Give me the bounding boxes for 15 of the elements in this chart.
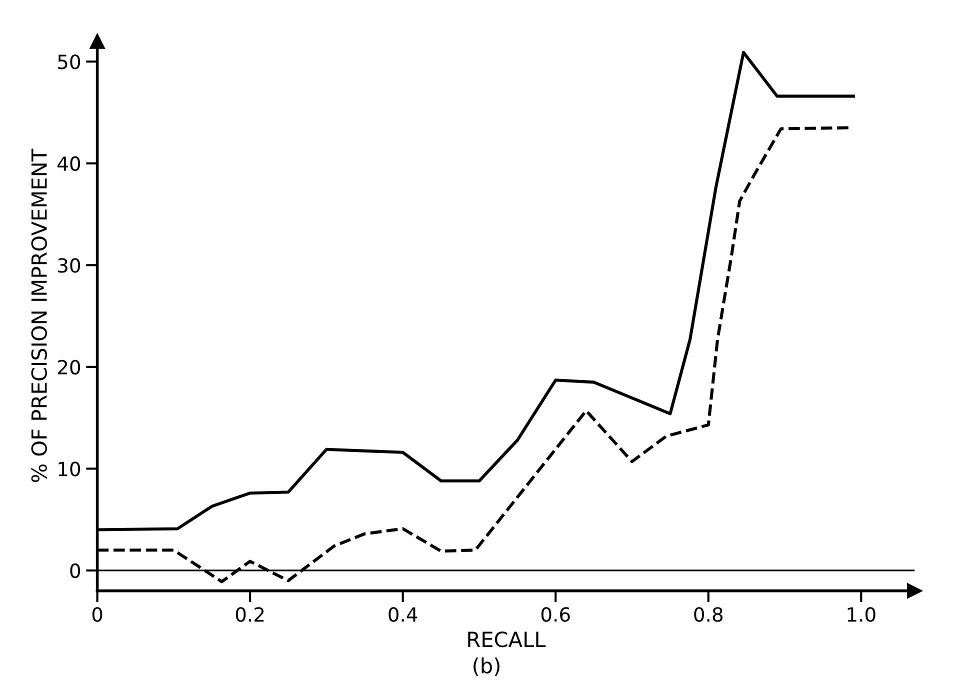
y-tick-label: 20 [58, 360, 80, 375]
y-axis-title: % OF PRECISION IMPROVEMENT [31, 148, 47, 482]
x-tick-label: 0.2 [236, 607, 264, 622]
y-tick-label: 30 [58, 258, 80, 273]
y-tick-label: 0 [70, 563, 80, 578]
x-tick-label: 1.0 [848, 607, 876, 622]
y-tick-label: 10 [58, 462, 80, 476]
x-tick-label: 0 [92, 607, 102, 622]
x-tick-label: 0.8 [694, 607, 723, 622]
x-tick-label: 0.6 [541, 607, 570, 622]
text: (b) [474, 657, 500, 676]
x-axis-title: RECALL [468, 632, 546, 648]
y-tick-label: 50 [58, 54, 80, 70]
x-tick-label: 0.4 [388, 607, 418, 622]
y-tick-label: 40 [58, 156, 80, 172]
